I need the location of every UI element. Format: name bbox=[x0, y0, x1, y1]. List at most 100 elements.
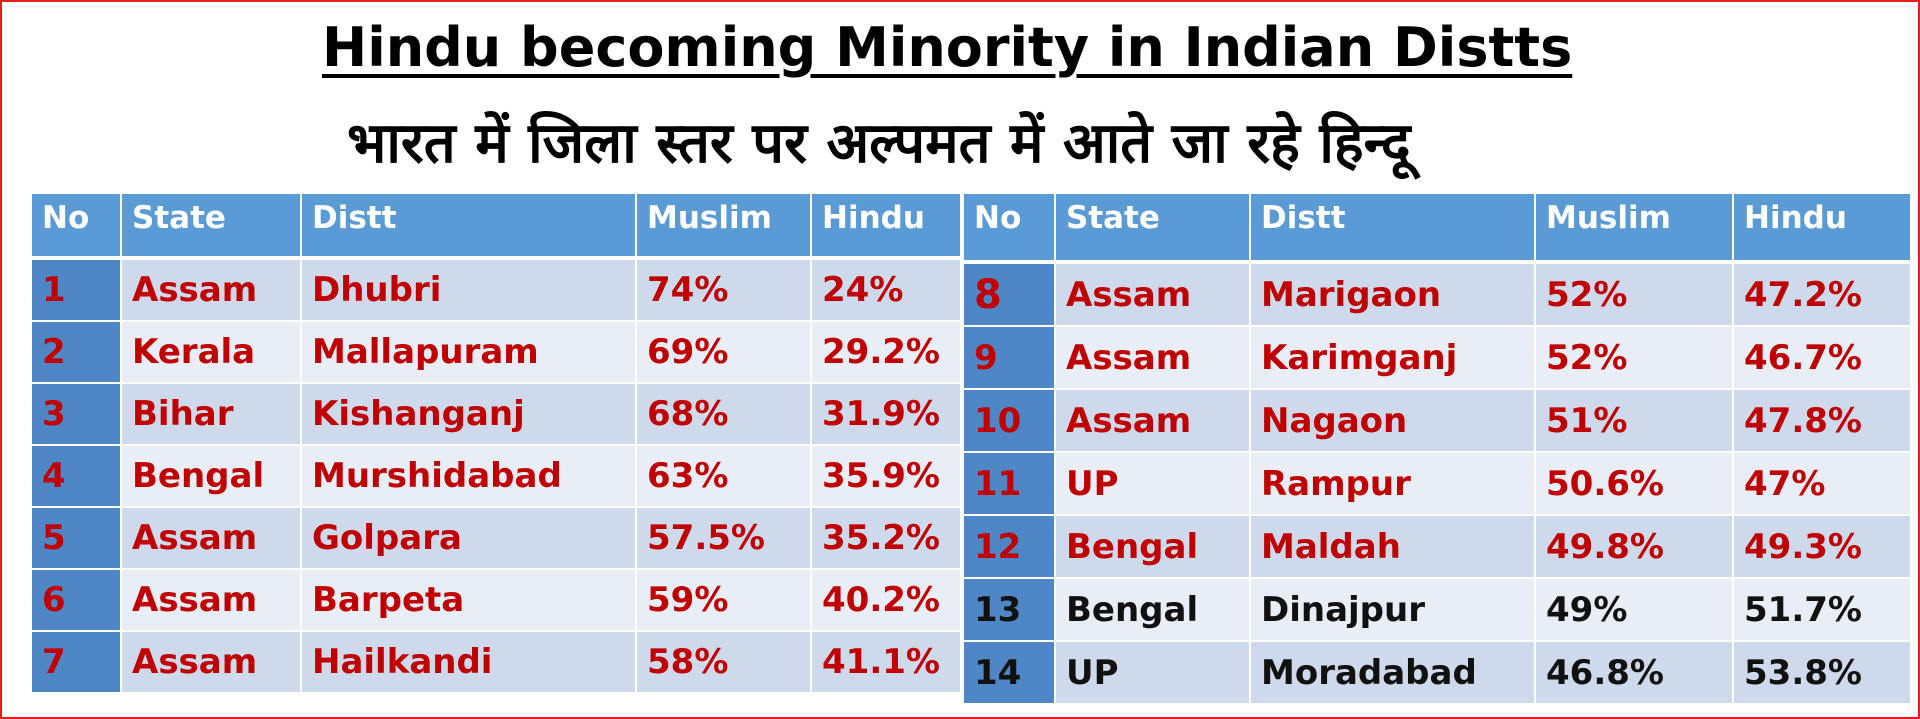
state-cell: UP bbox=[1056, 453, 1251, 516]
row-number: 5 bbox=[32, 508, 122, 570]
distt-cell: Rampur bbox=[1251, 453, 1536, 516]
distt-cell: Maldah bbox=[1251, 516, 1536, 579]
table-row: 4 Bengal Murshidabad 63% 35.9% bbox=[32, 446, 962, 508]
header-hindu: Hindu bbox=[1734, 194, 1912, 264]
header-no: No bbox=[964, 194, 1056, 264]
muslim-cell: 63% bbox=[637, 446, 812, 508]
muslim-cell: 57.5% bbox=[637, 508, 812, 570]
state-cell: Assam bbox=[122, 632, 302, 694]
row-number: 1 bbox=[32, 260, 122, 322]
distt-cell: Marigaon bbox=[1251, 264, 1536, 327]
state-cell: Bengal bbox=[1056, 579, 1251, 642]
district-table-left: No State Distt Muslim Hindu 1 Assam Dhub… bbox=[32, 194, 962, 694]
table-row: 2 Kerala Mallapuram 69% 29.2% bbox=[32, 322, 962, 384]
muslim-cell: 51% bbox=[1536, 390, 1734, 453]
distt-cell: Nagaon bbox=[1251, 390, 1536, 453]
header-no: No bbox=[32, 194, 122, 260]
table-row: 7 Assam Hailkandi 58% 41.1% bbox=[32, 632, 962, 694]
hindu-cell: 31.9% bbox=[812, 384, 962, 446]
header-state: State bbox=[122, 194, 302, 260]
distt-cell: Kishanganj bbox=[302, 384, 637, 446]
distt-cell: Mallapuram bbox=[302, 322, 637, 384]
hindu-cell: 51.7% bbox=[1734, 579, 1912, 642]
state-cell: Assam bbox=[1056, 390, 1251, 453]
state-cell: Bihar bbox=[122, 384, 302, 446]
table-row: 3 Bihar Kishanganj 68% 31.9% bbox=[32, 384, 962, 446]
state-cell: Assam bbox=[122, 260, 302, 322]
muslim-cell: 52% bbox=[1536, 264, 1734, 327]
state-cell: Bengal bbox=[122, 446, 302, 508]
muslim-cell: 74% bbox=[637, 260, 812, 322]
district-table-right: No State Distt Muslim Hindu 8 Assam Mari… bbox=[964, 194, 1912, 705]
muslim-cell: 50.6% bbox=[1536, 453, 1734, 516]
muslim-cell: 59% bbox=[637, 570, 812, 632]
row-number: 6 bbox=[32, 570, 122, 632]
hindu-cell: 47.2% bbox=[1734, 264, 1912, 327]
table-row: 8 Assam Marigaon 52% 47.2% bbox=[964, 264, 1912, 327]
header-hindu: Hindu bbox=[812, 194, 962, 260]
hindu-cell: 49.3% bbox=[1734, 516, 1912, 579]
muslim-cell: 58% bbox=[637, 632, 812, 694]
row-number: 11 bbox=[964, 453, 1056, 516]
table-row: 14 UP Moradabad 46.8% 53.8% bbox=[964, 642, 1912, 705]
distt-cell: Hailkandi bbox=[302, 632, 637, 694]
table-row: 10 Assam Nagaon 51% 47.8% bbox=[964, 390, 1912, 453]
distt-cell: Dhubri bbox=[302, 260, 637, 322]
distt-cell: Moradabad bbox=[1251, 642, 1536, 705]
muslim-cell: 49% bbox=[1536, 579, 1734, 642]
hindu-cell: 47% bbox=[1734, 453, 1912, 516]
row-number: 12 bbox=[964, 516, 1056, 579]
hindu-cell: 35.2% bbox=[812, 508, 962, 570]
state-cell: Bengal bbox=[1056, 516, 1251, 579]
header-state: State bbox=[1056, 194, 1251, 264]
muslim-cell: 46.8% bbox=[1536, 642, 1734, 705]
hindu-cell: 29.2% bbox=[812, 322, 962, 384]
title-english: Hindu becoming Minority in Indian Distts bbox=[322, 16, 1573, 79]
header-distt: Distt bbox=[302, 194, 637, 260]
row-number: 10 bbox=[964, 390, 1056, 453]
state-cell: Assam bbox=[1056, 264, 1251, 327]
row-number: 4 bbox=[32, 446, 122, 508]
distt-cell: Barpeta bbox=[302, 570, 637, 632]
muslim-cell: 69% bbox=[637, 322, 812, 384]
hindu-cell: 24% bbox=[812, 260, 962, 322]
row-number: 14 bbox=[964, 642, 1056, 705]
hindu-cell: 35.9% bbox=[812, 446, 962, 508]
muslim-cell: 49.8% bbox=[1536, 516, 1734, 579]
header-muslim: Muslim bbox=[637, 194, 812, 260]
hindu-cell: 53.8% bbox=[1734, 642, 1912, 705]
row-number: 7 bbox=[32, 632, 122, 694]
row-number: 2 bbox=[32, 322, 122, 384]
distt-cell: Karimganj bbox=[1251, 327, 1536, 390]
distt-cell: Murshidabad bbox=[302, 446, 637, 508]
row-number: 3 bbox=[32, 384, 122, 446]
header-row: No State Distt Muslim Hindu bbox=[32, 194, 962, 260]
distt-cell: Dinajpur bbox=[1251, 579, 1536, 642]
header-row: No State Distt Muslim Hindu bbox=[964, 194, 1912, 264]
state-cell: Assam bbox=[1056, 327, 1251, 390]
hindu-cell: 47.8% bbox=[1734, 390, 1912, 453]
header-distt: Distt bbox=[1251, 194, 1536, 264]
table-row: 9 Assam Karimganj 52% 46.7% bbox=[964, 327, 1912, 390]
state-cell: Kerala bbox=[122, 322, 302, 384]
distt-cell: Golpara bbox=[302, 508, 637, 570]
row-number: 8 bbox=[964, 264, 1056, 327]
table-row: 6 Assam Barpeta 59% 40.2% bbox=[32, 570, 962, 632]
hindu-cell: 41.1% bbox=[812, 632, 962, 694]
row-number: 9 bbox=[964, 327, 1056, 390]
muslim-cell: 68% bbox=[637, 384, 812, 446]
row-number: 13 bbox=[964, 579, 1056, 642]
table-row: 1 Assam Dhubri 74% 24% bbox=[32, 260, 962, 322]
table-row: 5 Assam Golpara 57.5% 35.2% bbox=[32, 508, 962, 570]
state-cell: Assam bbox=[122, 570, 302, 632]
header-muslim: Muslim bbox=[1536, 194, 1734, 264]
hindu-cell: 46.7% bbox=[1734, 327, 1912, 390]
muslim-cell: 52% bbox=[1536, 327, 1734, 390]
table-row: 11 UP Rampur 50.6% 47% bbox=[964, 453, 1912, 516]
hindu-cell: 40.2% bbox=[812, 570, 962, 632]
title-hindi: भारत में जिला स्तर पर अल्पमत में आते जा … bbox=[347, 111, 1411, 176]
state-cell: UP bbox=[1056, 642, 1251, 705]
state-cell: Assam bbox=[122, 508, 302, 570]
table-row: 13 Bengal Dinajpur 49% 51.7% bbox=[964, 579, 1912, 642]
